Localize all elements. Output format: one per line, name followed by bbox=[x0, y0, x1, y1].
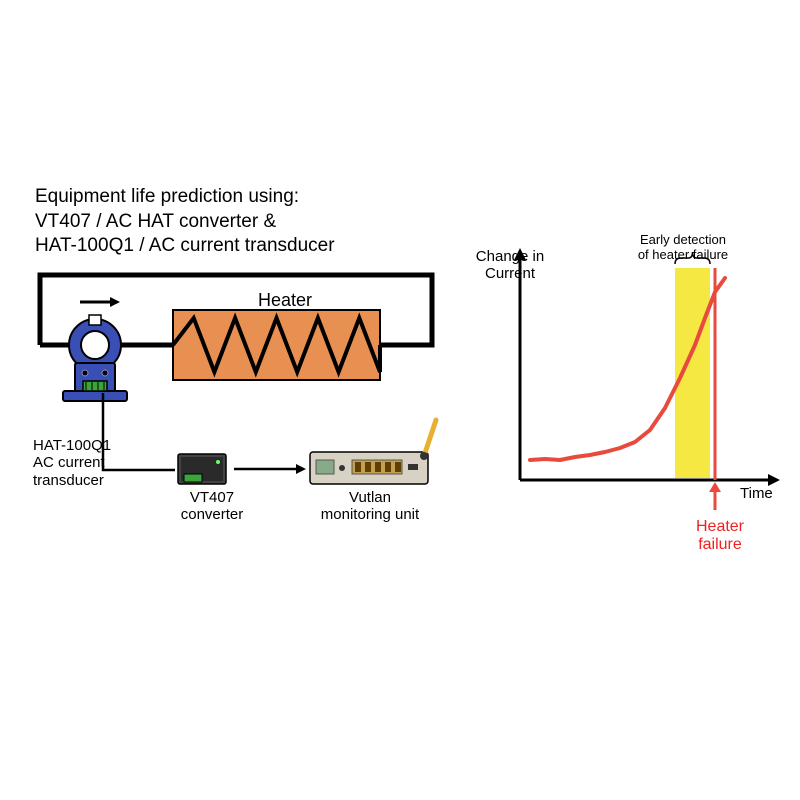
transducer-label: HAT-100Q1 AC current transducer bbox=[33, 437, 111, 489]
early-detection-label: Early detection of heater failure bbox=[628, 233, 738, 263]
main-svg bbox=[0, 0, 800, 800]
converter-label: VT407 converter bbox=[172, 489, 252, 524]
heater-label: Heater bbox=[258, 290, 312, 311]
x-axis-label: Time bbox=[740, 485, 773, 502]
monitor-label: Vutlan monitoring unit bbox=[305, 489, 435, 524]
y-axis-label: Change in Current bbox=[465, 248, 555, 283]
diagram-canvas: Equipment life prediction using: VT407 /… bbox=[0, 0, 800, 800]
failure-label: Heater failure bbox=[690, 518, 750, 555]
